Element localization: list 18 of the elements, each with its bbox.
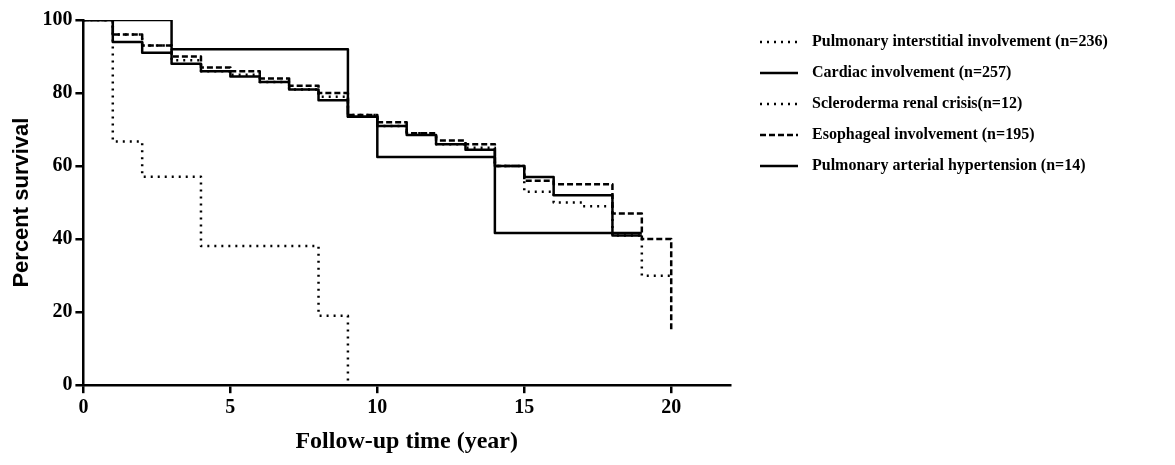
y-axis-title: Percent survival: [8, 117, 34, 288]
legend-label: Cardiac involvement (n=257): [812, 63, 1012, 82]
y-tick-label: 20: [52, 299, 73, 322]
legend-label: Esophageal involvement (n=195): [812, 125, 1035, 144]
y-tick-label: 60: [52, 153, 73, 176]
x-tick-label: 0: [78, 395, 89, 418]
x-tick-label: 20: [661, 395, 682, 418]
y-tick-label: 80: [52, 80, 73, 103]
y-tick-label: 40: [52, 226, 73, 249]
x-tick-label: 15: [514, 395, 535, 418]
y-tick-label: 100: [42, 7, 73, 30]
x-axis-title: Follow-up time (year): [295, 426, 518, 453]
legend-label: Pulmonary arterial hypertension (n=14): [812, 156, 1086, 175]
x-tick-label: 10: [367, 395, 388, 418]
y-tick-label: 0: [62, 372, 73, 395]
legend-label: Pulmonary interstitial involvement (n=236): [812, 32, 1108, 51]
x-tick-label: 5: [225, 395, 236, 418]
legend-label: Scleroderma renal crisis(n=12): [812, 94, 1023, 113]
